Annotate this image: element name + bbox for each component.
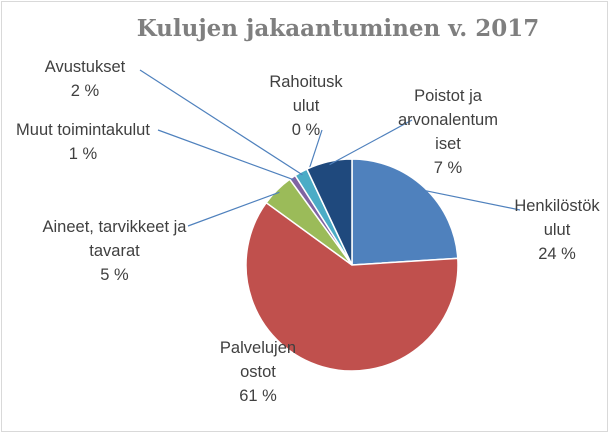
leader-line [307, 129, 323, 173]
value-label: 24 % [538, 245, 576, 263]
category-label: Muut toimintakulut [16, 121, 150, 139]
category-label: Avustukset [44, 58, 126, 76]
leader-line [157, 129, 295, 181]
value-label: 2 % [70, 82, 100, 100]
pie-slice [305, 158, 353, 266]
leader-line [139, 69, 303, 176]
data-label: Avustukset 2 % [25, 55, 145, 103]
category-label: Palvelujen ostot [219, 339, 297, 381]
category-label: Rahoituskulut [269, 73, 343, 115]
value-label: 0 % [291, 121, 321, 139]
data-label: Poistot ja arvonalentumiset 7 % [398, 84, 498, 180]
category-label: Poistot ja arvonalentumiset [398, 87, 498, 153]
value-label: 7 % [433, 159, 463, 177]
data-label: Henkilöstökulut 24 % [512, 194, 602, 266]
leader-line [187, 191, 280, 227]
pie-slice [351, 158, 459, 266]
category-label: Aineet, tarvikkeet ja tavarat [42, 218, 187, 260]
value-label: 5 % [100, 266, 129, 284]
data-label: Palvelujen ostot 61 % [200, 336, 316, 408]
data-label: Rahoituskulut 0 % [266, 70, 346, 142]
category-label: Henkilöstökulut [514, 197, 600, 239]
value-label: 1 % [68, 145, 98, 163]
leader-line [422, 189, 521, 211]
chart-title: Kulujen jakaantuminen v. 2017 [137, 15, 540, 42]
data-label: Muut toimintakulut 1 % [8, 118, 158, 166]
data-label: Aineet, tarvikkeet ja tavarat 5 % [42, 215, 187, 287]
leader-line [329, 119, 413, 166]
value-label: 61 % [239, 387, 277, 405]
pie-slice [245, 201, 459, 372]
